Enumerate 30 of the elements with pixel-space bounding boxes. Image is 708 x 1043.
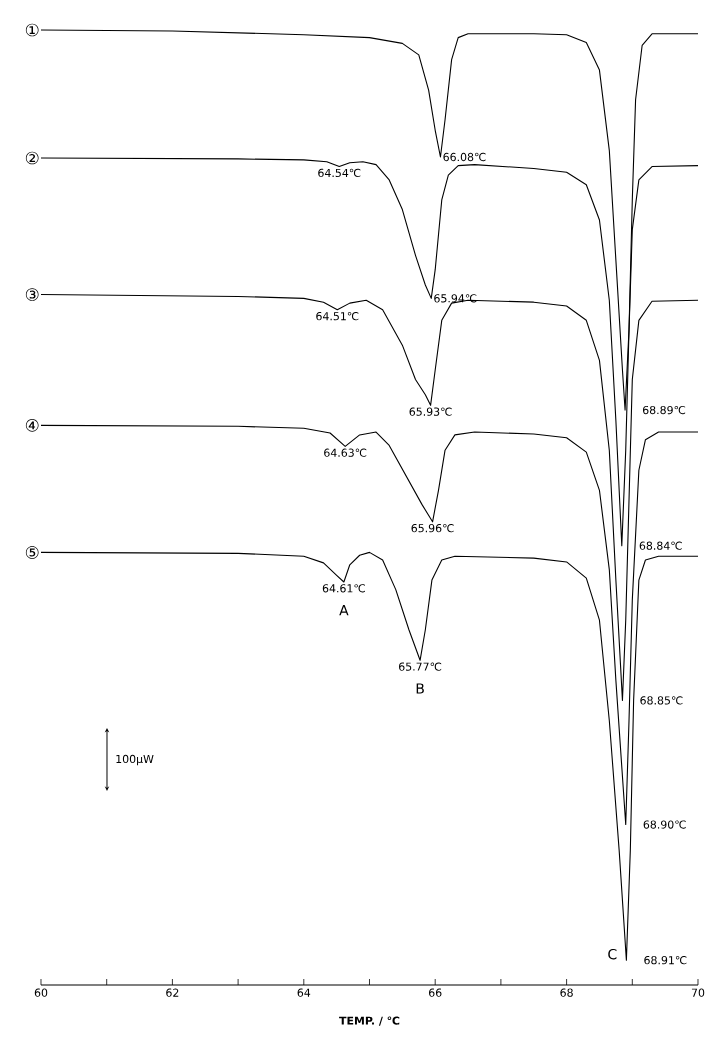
x-tick-label: 60 (34, 988, 48, 997)
series-label: ⑤ (25, 546, 39, 559)
x-axis-title: TEMP. / ℃ (338, 1016, 400, 1026)
annotation: 100μW (116, 754, 154, 766)
annotation: 64.63℃ (323, 448, 367, 457)
annotation: A (339, 605, 349, 616)
annotation: 68.85℃ (640, 696, 683, 705)
series-label: ④ (25, 419, 39, 432)
annotation: B (416, 683, 424, 694)
annotation: 66.08℃ (443, 152, 486, 162)
annotation: 64.61℃ (322, 584, 365, 593)
annotation: 65.93℃ (409, 407, 452, 416)
x-tick-label: 62 (166, 988, 179, 997)
x-tick-label: 70 (691, 988, 705, 997)
annotation: 68.89℃ (642, 405, 685, 415)
annotation: 68.91℃ (644, 956, 687, 965)
annotation: 68.90℃ (643, 820, 686, 829)
annotation: 65.94℃ (434, 294, 477, 303)
series-label: ① (25, 23, 39, 37)
x-tick-label: 64 (297, 988, 311, 997)
annotation: 64.51℃ (316, 312, 359, 321)
annotation: 65.77℃ (398, 662, 441, 671)
annotation: C (608, 948, 617, 960)
series-label: ③ (25, 288, 39, 301)
annotation: 64.54℃ (318, 168, 361, 178)
x-tick-label: 68 (560, 988, 573, 997)
annotation: 68.84℃ (639, 541, 682, 550)
series-label: ② (25, 151, 39, 165)
x-tick-label: 66 (428, 988, 442, 997)
annotation: 65.96℃ (411, 524, 454, 533)
